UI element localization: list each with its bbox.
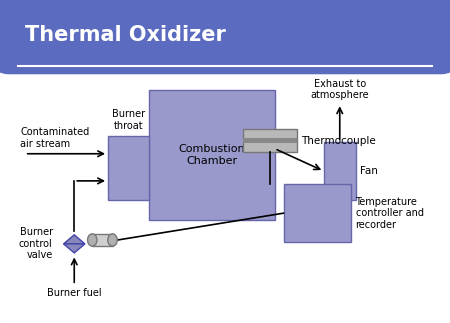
Text: Thermal Oxidizer: Thermal Oxidizer (25, 25, 225, 45)
Bar (148, 90, 274, 220)
Polygon shape (63, 244, 85, 253)
Bar (92, 234, 112, 246)
Polygon shape (63, 235, 85, 244)
Text: Contaminated
air stream: Contaminated air stream (20, 127, 90, 149)
Bar (324, 142, 356, 200)
Text: Combustion
Chamber: Combustion Chamber (178, 144, 245, 166)
Bar (284, 184, 351, 242)
Ellipse shape (88, 234, 97, 246)
Text: Burner
control
valve: Burner control valve (19, 227, 53, 260)
Ellipse shape (108, 234, 117, 246)
Text: Exhaust to
atmosphere: Exhaust to atmosphere (310, 78, 369, 100)
Bar (243, 138, 297, 143)
Text: Temperature
controller and
recorder: Temperature controller and recorder (356, 197, 423, 230)
Bar (243, 129, 297, 152)
Text: Burner fuel: Burner fuel (47, 288, 102, 298)
Text: Burner
throat: Burner throat (112, 109, 145, 131)
Bar (108, 136, 148, 200)
Text: Fan: Fan (360, 166, 378, 176)
FancyBboxPatch shape (0, 0, 450, 74)
Text: Thermocouple: Thermocouple (302, 136, 376, 145)
